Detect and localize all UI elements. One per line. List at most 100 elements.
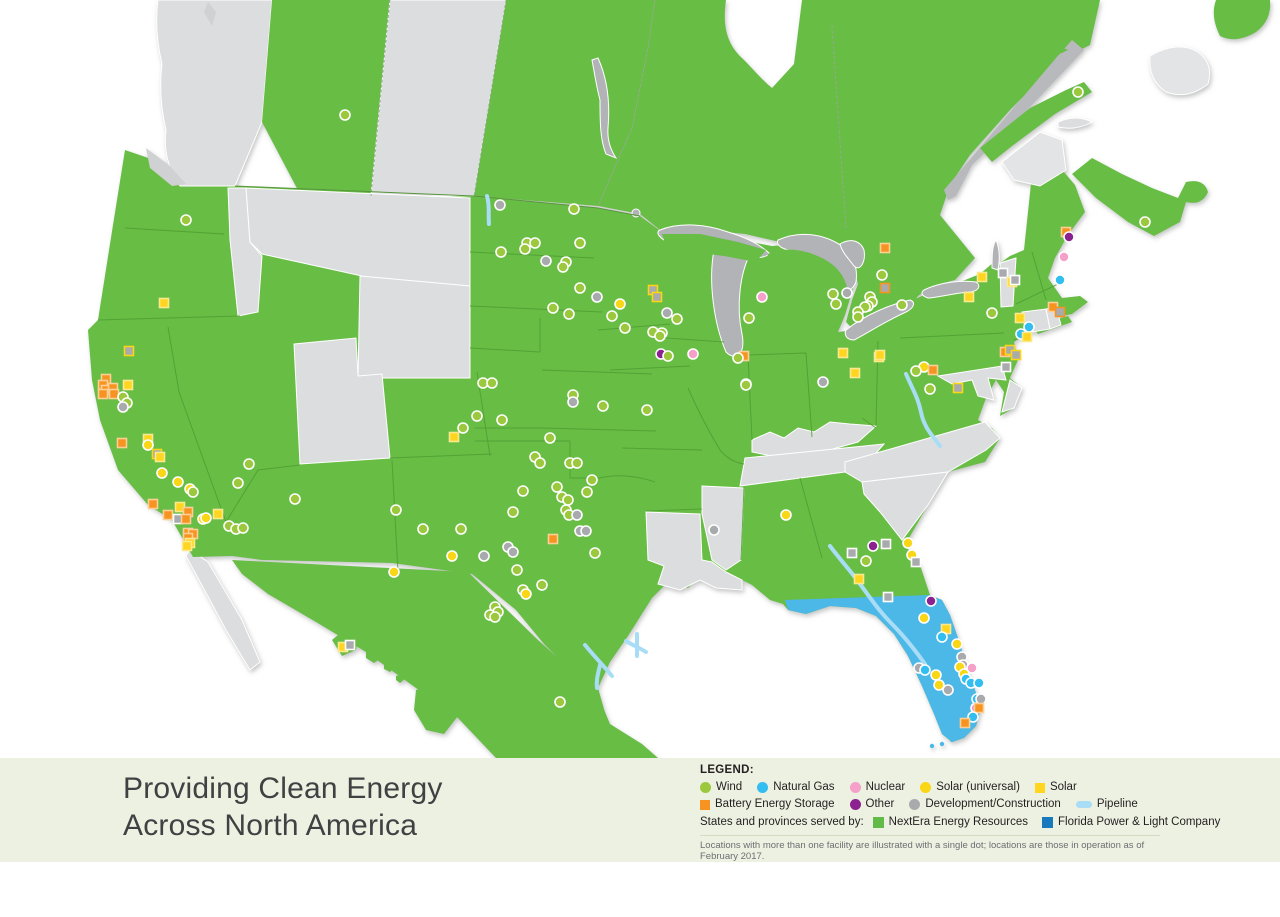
facility-marker-wind: [1139, 216, 1151, 228]
facility-marker-dev_square: [344, 639, 356, 651]
facility-marker-wind: [495, 246, 507, 258]
facility-marker-solar: [976, 271, 988, 283]
facility-marker-wind: [574, 237, 586, 249]
facility-marker-wind: [180, 214, 192, 226]
facility-marker-dev_square: [1000, 361, 1012, 373]
facility-marker-wind: [743, 312, 755, 324]
facility-marker-solar: [181, 540, 193, 552]
facility-marker-solar_dev: [952, 382, 964, 394]
facility-marker-wind: [860, 555, 872, 567]
facility-marker-solar: [122, 379, 134, 391]
facility-marker-solar_dev: [123, 345, 135, 357]
facility-marker-solar: [212, 508, 224, 520]
facility-marker-other: [1063, 231, 1075, 243]
facility-marker-solar: [849, 367, 861, 379]
region-mexico: [232, 560, 658, 758]
facility-marker-wind: [554, 696, 566, 708]
facility-marker-gas: [936, 631, 948, 643]
region-baja: [185, 548, 261, 671]
facility-marker-battery: [959, 717, 971, 729]
facility-marker-other: [925, 595, 937, 607]
facility-marker-dev: [540, 255, 552, 267]
us-canada-border: [234, 185, 641, 217]
state-utah: [293, 337, 391, 465]
facility-marker-wind: [496, 414, 508, 426]
facility-marker-solar: [448, 431, 460, 443]
facility-marker-wind: [586, 474, 598, 486]
facility-marker-wind: [507, 506, 519, 518]
pipelines: [485, 194, 942, 690]
facility-marker-dev: [942, 684, 954, 696]
facility-marker-dev: [507, 546, 519, 558]
facility-marker-dev: [494, 199, 506, 211]
facility-marker-solar_universal: [902, 537, 914, 549]
region-labrador: [1213, 0, 1271, 40]
facility-marker-wind: [551, 481, 563, 493]
legend-item-label: Nuclear: [865, 781, 906, 793]
state-borders: [97, 227, 1059, 573]
facility-marker-wind: [289, 493, 301, 505]
legend-item-label: Wind: [716, 781, 743, 793]
facility-marker-dev: [591, 291, 603, 303]
legend-heading: LEGEND:: [700, 764, 754, 776]
facility-marker-wind: [910, 365, 922, 377]
legend-item-pipeline: Pipeline: [1075, 796, 1138, 813]
facility-marker-wind: [827, 288, 839, 300]
facility-marker-nuclear: [687, 348, 699, 360]
served-by-item-label: NextEra Energy Resources: [888, 816, 1028, 828]
facility-marker-dev: [580, 525, 592, 537]
legend-item-label: Solar: [1049, 781, 1077, 793]
facility-marker-wind: [544, 432, 556, 444]
facility-marker-wind: [641, 404, 653, 416]
legend-item-label: Natural Gas: [773, 781, 835, 793]
region-michigan-lp: [765, 249, 848, 343]
fpl-swatch-icon: [1042, 816, 1053, 828]
facility-marker-gas: [973, 677, 985, 689]
facility-marker-wind: [589, 547, 601, 559]
served-by-items: NextEra Energy Resources Florida Power & …: [872, 813, 1220, 831]
facility-marker-battery: [547, 533, 559, 545]
facility-marker-wind: [489, 611, 501, 623]
state-south-carolina: [861, 471, 949, 541]
legend-served-by: States and provinces served by: NextEra …: [700, 813, 1220, 831]
facility-marker-wind: [455, 523, 467, 535]
legend-footnote: Locations with more than one facility ar…: [700, 835, 1160, 862]
facility-marker-battery: [116, 437, 128, 449]
facility-marker-wind: [924, 383, 936, 395]
facility-marker-wind: [671, 313, 683, 325]
florida-keys: [929, 737, 955, 749]
facility-marker-wind: [732, 352, 744, 364]
facility-marker-other: [867, 540, 879, 552]
facility-marker-wind: [519, 243, 531, 255]
legend-item-solar_universal: Solar (universal): [920, 779, 1020, 796]
page-title: Providing Clean Energy Across North Amer…: [123, 770, 443, 844]
facility-marker-solar_universal: [918, 612, 930, 624]
legend-item-battery: Battery Energy Storage: [700, 796, 835, 813]
solar_universal-swatch-icon: [920, 782, 932, 793]
wind-swatch-icon: [700, 782, 711, 793]
facility-marker-wind: [536, 579, 548, 591]
region-nova-scotia: [1072, 158, 1208, 236]
facility-marker-wind: [390, 504, 402, 516]
facility-marker-solar_universal: [388, 566, 400, 578]
served-by-label: States and provinces served by:: [700, 816, 864, 828]
facility-marker-dev: [708, 524, 720, 536]
facility-marker-wind: [511, 564, 523, 576]
facility-marker-solar: [1021, 331, 1033, 343]
haida-island: [204, 2, 216, 26]
facility-marker-solar: [158, 297, 170, 309]
facility-marker-wind: [986, 307, 998, 319]
facility-marker-solar_dev: [1010, 349, 1022, 361]
facility-marker-nuclear: [756, 291, 768, 303]
facility-marker-solar_universal: [614, 298, 626, 310]
facility-marker-battery: [180, 513, 192, 525]
facility-marker-wind: [534, 457, 546, 469]
facility-marker-battery_dev: [1054, 306, 1066, 318]
st-lawrence-river: [944, 40, 1084, 200]
facility-marker-dev: [478, 550, 490, 562]
region-gaspe: [980, 82, 1092, 162]
facility-marker-battery: [927, 364, 939, 376]
battery-swatch-icon: [700, 799, 710, 810]
legend-item-label: Battery Energy Storage: [715, 798, 835, 810]
